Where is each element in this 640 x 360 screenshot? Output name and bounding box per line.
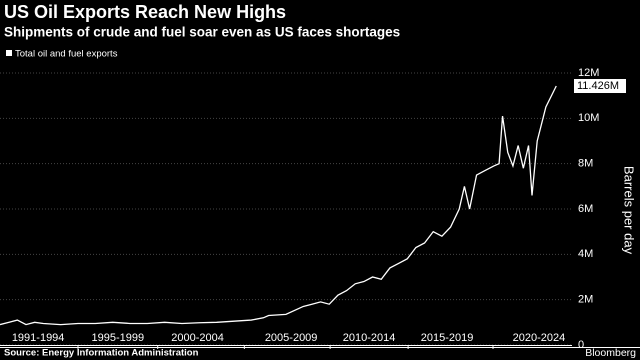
chart-title: US Oil Exports Reach New Highs — [4, 2, 286, 22]
x-tick-label: 2000-2004 — [171, 332, 224, 344]
value-label: 11.426M — [577, 80, 619, 92]
y-tick-label: 6M — [578, 203, 593, 215]
legend-label: Total oil and fuel exports — [15, 49, 118, 60]
legend-swatch — [6, 50, 12, 56]
y-tick-label: 4M — [578, 248, 593, 260]
y-tick-label: 8M — [578, 158, 593, 170]
chart-subtitle: Shipments of crude and fuel soar even as… — [4, 25, 400, 40]
x-tick-label: 2005-2009 — [265, 332, 318, 344]
x-tick-label: 2015-2019 — [421, 332, 474, 344]
value-label-box — [574, 79, 626, 94]
x-tick-label: 2020-2024 — [513, 332, 566, 344]
y-axis-title: Barrels per day — [622, 166, 637, 255]
y-tick-label: 10M — [578, 112, 599, 124]
x-tick-label: 1995-1999 — [92, 332, 145, 344]
x-tick-label: 1991-1994 — [12, 332, 65, 344]
data-line — [0, 85, 557, 326]
y-tick-label: 12M — [578, 67, 599, 79]
y-tick-label: 2M — [578, 294, 593, 306]
source: Source: Energy Information Administratio… — [4, 348, 199, 359]
brand: Bloomberg — [585, 347, 636, 359]
x-tick-label: 2010-2014 — [343, 332, 396, 344]
y-tick-label: 0 — [578, 339, 584, 351]
